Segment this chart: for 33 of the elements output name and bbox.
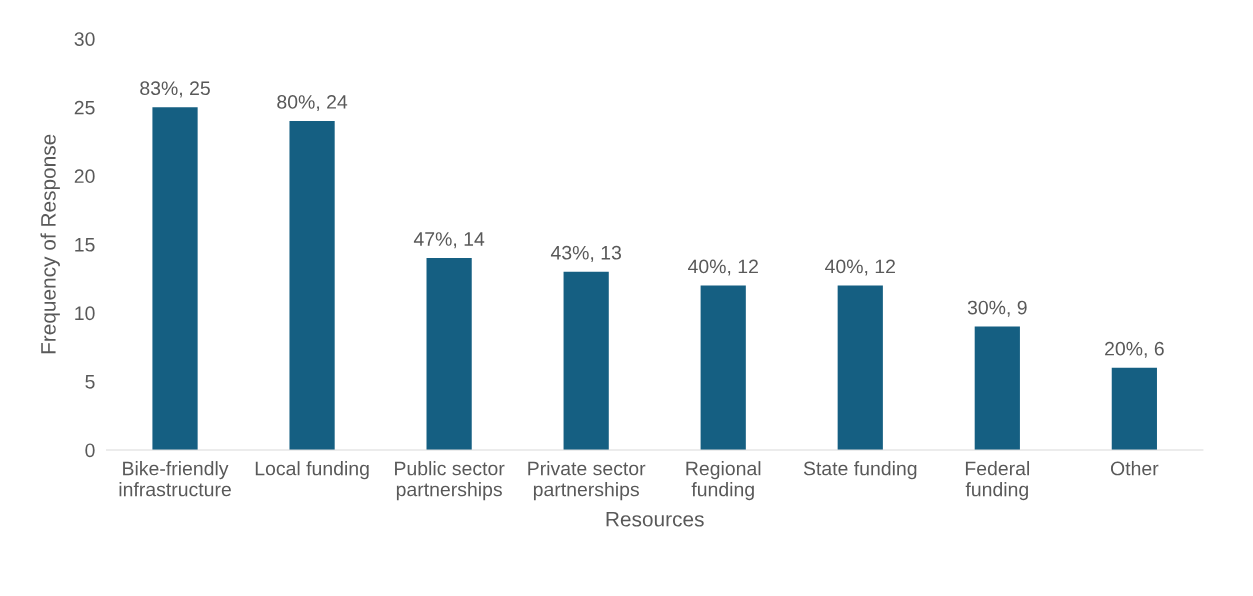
- y-axis-title: Frequency of Response: [40, 134, 60, 354]
- x-axis-title: Resources: [606, 512, 704, 527]
- data-label: 40%, 12: [687, 259, 758, 276]
- x-tick-label: State funding: [803, 461, 917, 480]
- data-label: 20%, 6: [1105, 341, 1164, 358]
- y-tick-label: 5: [85, 375, 95, 389]
- x-tick-label: Federal funding: [965, 461, 1029, 501]
- data-label: 30%, 9: [967, 300, 1027, 317]
- x-tick-label: Private sector partnerships: [528, 461, 646, 501]
- x-tick-label: Local funding: [255, 461, 369, 480]
- bar: [837, 285, 883, 450]
- x-tick-label: Bike-friendly infrastructure: [119, 461, 231, 497]
- x-tick-label: Regional funding: [686, 461, 761, 501]
- data-label: 40%, 12: [825, 259, 895, 276]
- y-tick-label: 0: [85, 443, 95, 458]
- bar: [152, 107, 198, 450]
- bar: [289, 120, 335, 450]
- data-label: 80%, 24: [277, 95, 348, 112]
- y-tick-label: 20: [74, 169, 95, 184]
- y-tick-label: 15: [75, 238, 95, 252]
- x-tick-label: Other: [1110, 461, 1159, 476]
- bar: [974, 326, 1020, 450]
- bar: [426, 258, 472, 450]
- y-tick-label: 10: [75, 306, 95, 321]
- y-tick-label: 30: [74, 32, 95, 46]
- data-label: 43%, 13: [550, 245, 621, 262]
- bar: [1111, 367, 1157, 450]
- x-tick-label: Public sector partnerships: [395, 461, 505, 501]
- bar: [563, 271, 609, 450]
- bar: [700, 285, 746, 450]
- data-label: 47%, 14: [413, 232, 485, 249]
- y-tick-label: 25: [74, 100, 95, 115]
- data-label: 83%, 25: [140, 81, 210, 98]
